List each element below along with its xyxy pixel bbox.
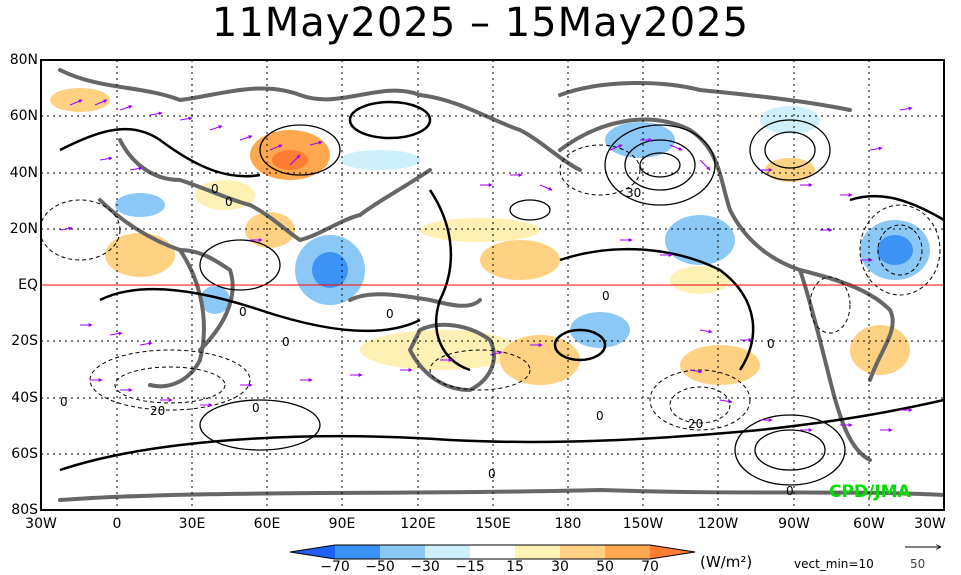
contour-label: 0 <box>211 182 219 196</box>
contour-label: 30 <box>626 186 641 200</box>
lon-label: 60E <box>253 516 281 532</box>
contours <box>59 100 944 486</box>
colorbar-tick: 50 <box>596 559 614 575</box>
colorbar-tick: −30 <box>410 559 440 575</box>
lat-label: 60N <box>9 108 38 124</box>
vector-min-label: vect_min=10 <box>794 557 874 571</box>
colorbar-tick: 15 <box>506 559 524 575</box>
contour-label: 20 <box>150 404 165 418</box>
lon-label: 180 <box>554 516 582 532</box>
contour-label: 0 <box>767 337 775 351</box>
contour-label: 0 <box>602 289 610 303</box>
lon-label: 120W <box>697 516 739 532</box>
colorbar-seg-1 <box>335 545 380 559</box>
lat-label: EQ <box>18 277 38 293</box>
lat-label: 60S <box>11 446 38 462</box>
contour-label: 0 <box>282 335 290 349</box>
colorbar-seg-2 <box>380 545 425 559</box>
colorbar-seg-8 <box>650 545 695 559</box>
lon-label: 30W <box>25 516 57 532</box>
credit-label: CPD/JMA <box>829 482 911 502</box>
contour-labels: 0 0 0 0 0 0 0 0 0 0 0 0 30 20 20 <box>60 182 794 498</box>
colorbar-tick: −15 <box>455 559 485 575</box>
contour-label: 0 <box>596 409 604 423</box>
colorbar-seg-4 <box>470 545 515 559</box>
colorbar-seg-5 <box>515 545 560 559</box>
lon-label: 30W <box>914 516 946 532</box>
lon-label: 90W <box>778 516 810 532</box>
contour-label: 0 <box>252 401 260 415</box>
colorbar-tick: −70 <box>320 559 350 575</box>
colorbar-tick: 70 <box>641 559 659 575</box>
contour-label: 0 <box>786 484 794 498</box>
lon-label: 90E <box>328 516 356 532</box>
gridlines <box>41 60 944 510</box>
colorbar-unit-label: (W/m²) <box>700 553 753 571</box>
colorbar-seg-3 <box>425 545 470 559</box>
contour-label: 0 <box>225 195 233 209</box>
wind-vectors <box>59 99 913 432</box>
contour-label: 0 <box>386 307 394 321</box>
lat-label: 40S <box>11 390 38 406</box>
colorbar-seg-0 <box>290 545 335 559</box>
lon-label: 120E <box>400 516 436 532</box>
colorbar <box>289 544 696 560</box>
chart-title: 11May2025 – 15May2025 <box>211 0 750 46</box>
lat-label: 20S <box>11 333 38 349</box>
lat-label: 40N <box>9 165 38 181</box>
contour-label: 0 <box>488 467 496 481</box>
colorbar-tick: 30 <box>551 559 569 575</box>
lat-label: 20N <box>9 221 38 237</box>
contour-label: 0 <box>239 305 247 319</box>
lat-label: 80N <box>9 52 38 68</box>
colorbar-seg-7 <box>605 545 650 559</box>
lon-label: 30E <box>178 516 206 532</box>
map-border <box>40 59 945 511</box>
lon-label: 150W <box>622 516 664 532</box>
contour-label: 20 <box>688 417 703 431</box>
coastlines <box>58 68 944 502</box>
contour-label: 0 <box>60 395 68 409</box>
reference-vector-label: 50 <box>910 557 926 571</box>
lon-label: 0 <box>112 516 122 532</box>
lon-label: 150E <box>475 516 511 532</box>
lon-label: 60W <box>853 516 885 532</box>
colorbar-tick: −50 <box>365 559 395 575</box>
lat-label: 80S <box>11 502 38 518</box>
colorbar-seg-6 <box>560 545 605 559</box>
